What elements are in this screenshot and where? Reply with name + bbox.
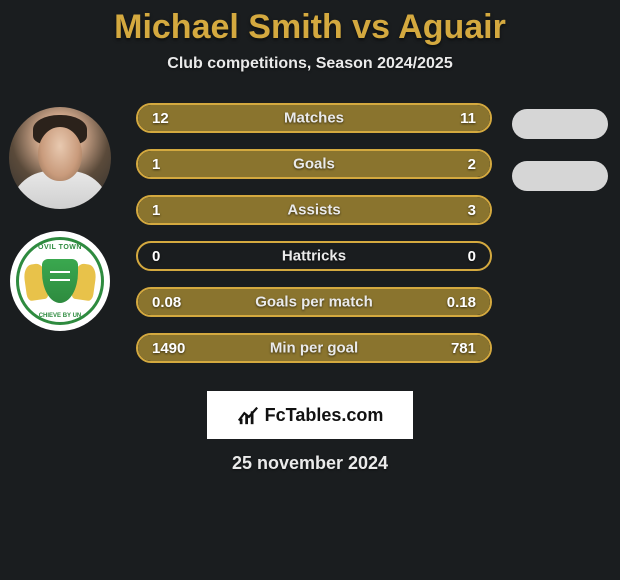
stat-label: Goals (293, 156, 335, 173)
stat-label: Goals per match (255, 294, 373, 311)
stat-label: Min per goal (270, 340, 358, 357)
stat-value-right: 0 (468, 248, 476, 265)
stat-value-left: 1 (152, 156, 160, 173)
brand-logo: FcTables.com (207, 391, 413, 439)
player-right-club-placeholder (512, 161, 608, 191)
page-subtitle: Club competitions, Season 2024/2025 (0, 55, 620, 73)
stat-row: 0 0 Hattricks (136, 241, 492, 271)
stat-label: Matches (284, 110, 344, 127)
stat-bars-column: 1211Matches12Goals13Assists00Hattricks0.… (120, 103, 500, 379)
stat-value-left: 1 (152, 202, 160, 219)
brand-prefix: Fc (265, 405, 286, 425)
stat-value-left: 0 (152, 248, 160, 265)
stat-value-right: 0.18 (447, 294, 476, 311)
player-left-avatar (9, 107, 111, 209)
date-text: 25 november 2024 (0, 453, 620, 474)
stat-row: 1490 781 Min per goal (136, 333, 492, 363)
stat-value-left: 1490 (152, 340, 185, 357)
main-area: OVIL TOWN CHIEVE BY UN 1211Matches12Goal… (0, 103, 620, 379)
brand-text: FcTables.com (265, 405, 384, 426)
page-title: Michael Smith vs Aguair (0, 8, 620, 47)
club-badge-text-bot: CHIEVE BY UN (39, 313, 82, 319)
comparison-card: Michael Smith vs Aguair Club competition… (0, 0, 620, 580)
stat-value-right: 11 (460, 110, 476, 127)
right-player-column (500, 103, 620, 379)
stat-value-left: 12 (152, 110, 169, 127)
stat-row: 0.08 0.18 Goals per match (136, 287, 492, 317)
player-right-avatar-placeholder (512, 109, 608, 139)
stat-label: Assists (287, 202, 340, 219)
stat-value-right: 781 (451, 340, 476, 357)
left-player-column: OVIL TOWN CHIEVE BY UN (0, 103, 120, 379)
stat-value-right: 2 (468, 156, 476, 173)
stat-value-right: 3 (468, 202, 476, 219)
player-left-club-badge: OVIL TOWN CHIEVE BY UN (10, 231, 110, 331)
brand-suffix: Tables.com (286, 405, 384, 425)
stat-row: 1 2 Goals (136, 149, 492, 179)
stat-row: 12 11 Matches (136, 103, 492, 133)
stat-value-left: 0.08 (152, 294, 181, 311)
stat-label: Hattricks (282, 248, 346, 265)
stat-row: 1 3 Assists (136, 195, 492, 225)
club-badge-text-top: OVIL TOWN (38, 244, 82, 251)
chart-icon (237, 404, 259, 426)
